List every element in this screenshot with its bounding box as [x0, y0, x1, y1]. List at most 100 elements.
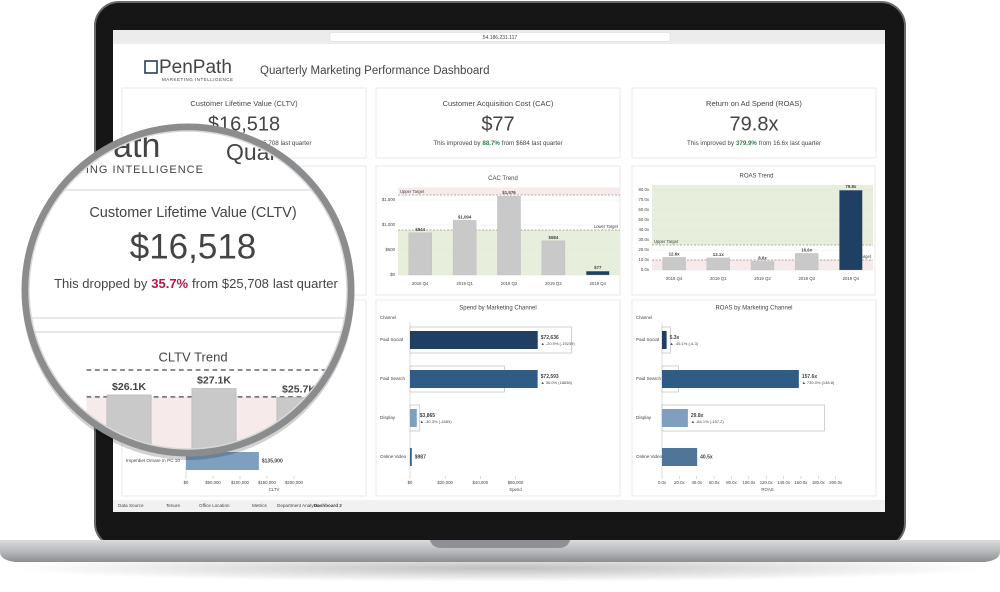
chart-title: ROAS Trend: [739, 174, 773, 180]
axis-header: Channel: [636, 315, 652, 320]
value-label: 5.3x: [670, 335, 680, 341]
x-tick-label: 2019 Q2: [754, 276, 771, 281]
bar: [662, 331, 667, 349]
bar: [408, 232, 432, 276]
value-label: 8.6x: [758, 255, 767, 260]
category-label: Online Video: [636, 454, 663, 459]
bar: [795, 253, 819, 271]
x-tick-label: 2019 Q1: [456, 281, 473, 286]
lens-ring: [21, 123, 355, 457]
change: 379.9%: [736, 140, 757, 147]
previous: 16.6x: [773, 140, 789, 147]
value-label: $3,865: [420, 413, 436, 419]
y-tick-label: 40.0x: [638, 227, 649, 232]
text-from: from: [502, 140, 514, 147]
value-label: $25.7K: [282, 384, 316, 396]
x-axis-title: Spend: [509, 487, 522, 492]
category-label: Online Video: [380, 454, 407, 459]
y-tick-label: 60.0x: [638, 207, 649, 212]
panel: [375, 299, 621, 497]
change-label: ▲ -30.3% (-1683): [420, 419, 452, 424]
bar: [839, 190, 863, 271]
x-tick-label: 120.0x: [760, 480, 774, 485]
x-tick-label: 2018 Q4: [666, 276, 683, 281]
value-label: $27.1K: [197, 375, 231, 387]
category-label: Paid Search: [636, 376, 661, 381]
kpi-card: [28, 189, 348, 319]
target-label: Upper Target: [654, 239, 679, 244]
x-tick-label: $50,000: [205, 480, 221, 485]
x-tick-label: 160.0x: [794, 480, 808, 485]
x-tick-label: $150,000: [258, 480, 277, 485]
text-after: last quarter: [273, 276, 339, 291]
x-tick-label: 2019 Q3: [545, 281, 562, 286]
category-label: Paid Search: [380, 376, 405, 381]
y-tick-label: 80.0x: [638, 187, 649, 192]
value-label: 12.6x: [669, 251, 681, 256]
lens-ring-inner: [28, 130, 348, 450]
x-axis-title: CLTV: [269, 487, 280, 492]
x-tick-label: 180.0x: [812, 480, 826, 485]
text-after: last quarter: [281, 140, 312, 147]
chart-title: CAC Trend: [488, 176, 518, 182]
x-tick-label: 2019 Q4: [843, 276, 860, 281]
change-label: ▲ -45.1% (-4.3): [670, 341, 699, 346]
value-label: $1,576: [502, 190, 516, 195]
bar: [410, 448, 412, 466]
bar: [410, 331, 538, 349]
sheet-tab[interactable]: Data Source: [118, 503, 144, 508]
y-tick-label: 50.0x: [638, 217, 649, 222]
target-label: Upper Target: [400, 189, 425, 194]
bar: [586, 270, 610, 276]
x-tick-label: 0.0x: [658, 480, 667, 485]
x-axis-title: ROAS: [761, 487, 773, 492]
category-label: Display: [380, 415, 396, 420]
url: 54.186.231.117: [483, 35, 518, 41]
kpi-title: Customer Lifetime Value (CLTV): [190, 99, 298, 108]
bar: [706, 257, 730, 271]
bar: [541, 240, 566, 276]
kpi-value: $77: [481, 113, 514, 135]
bar: [750, 261, 775, 271]
x-tick-label: $100,000: [231, 480, 250, 485]
value-label: 79.8x: [845, 184, 857, 189]
change-label: ▲ -20.9% (-19239): [541, 341, 576, 346]
bar: [191, 388, 237, 450]
category-label: Paid Social: [380, 337, 403, 342]
axis-header: Channel: [380, 315, 396, 320]
text-after: last quarter: [532, 140, 563, 147]
value-label: $684: [549, 235, 559, 240]
kpi-value: $16,518: [130, 227, 257, 266]
kpi-card: [631, 87, 877, 159]
sheet-tab[interactable]: Office Location: [199, 503, 230, 508]
y-tick-label: 0.0x: [641, 267, 650, 272]
value-label: $987: [415, 454, 426, 460]
x-tick-label: 100.0x: [742, 480, 756, 485]
change-label: ▲ 739.0% (138.8): [802, 380, 835, 385]
tab-bar: [113, 500, 885, 512]
sheet-tab[interactable]: Tenure: [166, 503, 180, 508]
text-before: This dropped by: [54, 276, 148, 291]
change-label: ▲ 35.0% (18838): [541, 380, 573, 385]
text-from: from: [192, 276, 218, 291]
base-notch: [430, 540, 570, 548]
url-field[interactable]: [329, 32, 671, 42]
sheet-tab[interactable]: Metrics: [252, 503, 268, 508]
y-tick-label: $0: [390, 272, 395, 277]
logo-icon: [144, 60, 158, 74]
kpi-subtitle: This improved by 379.9% from 16.6x last quar…: [687, 140, 821, 147]
x-tick-label: 2019 Q2: [501, 281, 518, 286]
sheet-tab[interactable]: Department Analysis: [277, 503, 320, 508]
y-tick-label: $1,000: [382, 222, 396, 227]
value-label: 40.5x: [700, 454, 713, 460]
bar: [452, 220, 477, 276]
x-tick-label: $60,000: [508, 480, 524, 485]
bar: [410, 409, 417, 427]
x-tick-label: 200.0x: [829, 480, 843, 485]
good-zone: [652, 185, 873, 245]
previous: $684: [516, 140, 530, 147]
text-before: This improved by: [687, 140, 735, 147]
sheet-tab[interactable]: Dashboard 2: [314, 503, 342, 508]
